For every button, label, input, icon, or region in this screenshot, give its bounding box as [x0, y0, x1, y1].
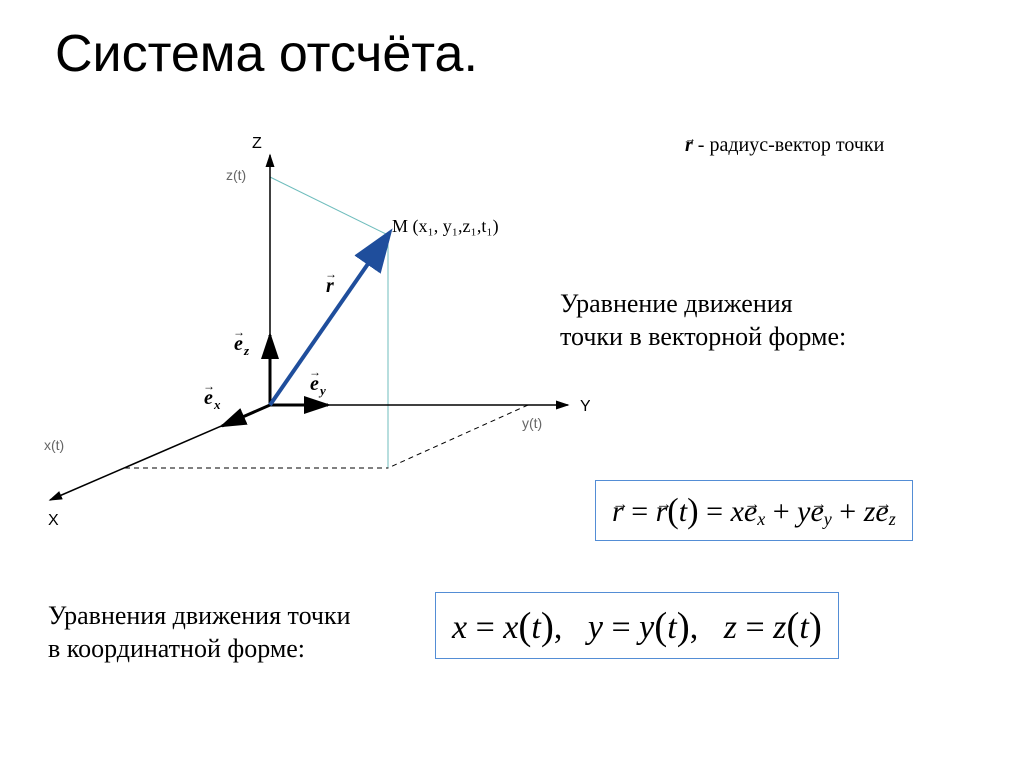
- svg-text:→: →: [325, 267, 337, 281]
- svg-text:Z: Z: [252, 135, 262, 152]
- svg-text:x: x: [213, 397, 221, 412]
- svg-text:→: →: [203, 379, 215, 393]
- svg-text:y: y: [318, 383, 326, 398]
- coordinate-equations-box: x = x(t), y = y(t), z = z(t): [435, 592, 839, 659]
- svg-text:→: →: [309, 365, 321, 379]
- svg-text:→: →: [233, 325, 245, 339]
- svg-text:Y: Y: [580, 398, 590, 415]
- svg-text:M (x₁, y₁,z₁,t₁): M (x₁, y₁,z₁,t₁): [392, 216, 499, 237]
- legend-radius-vector: →r - радиус-вектор точки: [685, 134, 884, 157]
- svg-text:z(t): z(t): [226, 167, 246, 183]
- svg-text:x(t): x(t): [44, 437, 64, 453]
- svg-text:X: X: [48, 512, 59, 529]
- vector-equation: →r = →r(t) = x→ex + y→ey + z→ez: [612, 491, 896, 530]
- coordinate-system-diagram: ZYXM (x₁, y₁,z₁,t₁)z(t)y(t)x(t)r→e→ze→ye…: [30, 130, 590, 535]
- svg-text:z: z: [243, 343, 250, 358]
- coordinate-form-caption: Уравнения движения точки в координатной …: [48, 600, 351, 665]
- page-title: Система отсчёта.: [55, 24, 478, 84]
- vector-form-caption: Уравнение движения точки в векторной фор…: [560, 288, 846, 353]
- coordinate-equations: x = x(t), y = y(t), z = z(t): [452, 603, 822, 648]
- svg-text:y(t): y(t): [522, 415, 542, 431]
- vector-equation-box: →r = →r(t) = x→ex + y→ey + z→ez: [595, 480, 913, 541]
